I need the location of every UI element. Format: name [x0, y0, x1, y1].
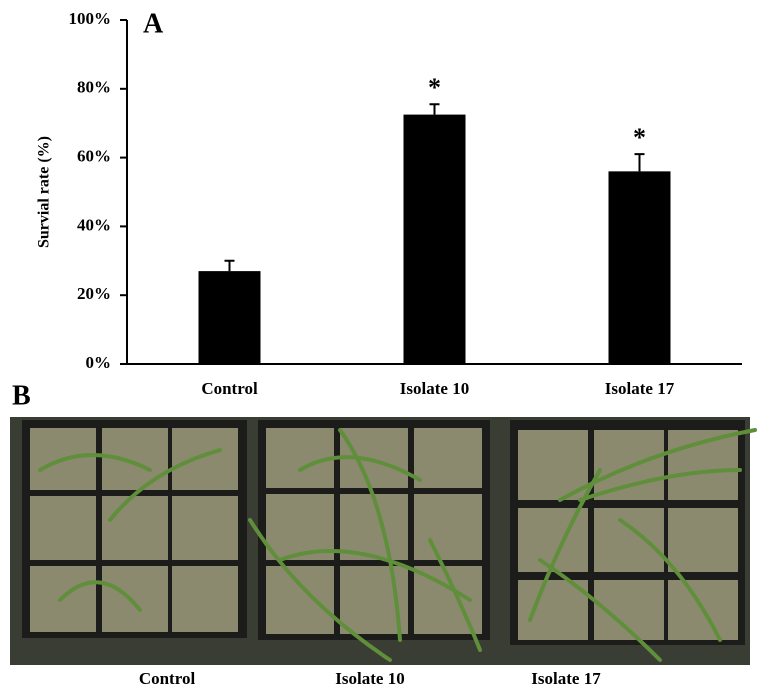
bar [199, 271, 261, 364]
y-tick-label: 20% [77, 284, 111, 303]
x-tick-label: Isolate 10 [400, 379, 469, 398]
y-tick-label: 40% [77, 215, 111, 234]
y-tick-label: 60% [77, 147, 111, 166]
bar [609, 171, 671, 364]
y-axis-title: Survial rate (%) [36, 136, 53, 248]
panel-label: B [12, 380, 31, 411]
y-tick-label: 0% [86, 353, 112, 372]
error-bar [635, 154, 645, 171]
error-bar [225, 261, 235, 271]
photo [10, 417, 755, 665]
y-tick-label: 80% [77, 78, 111, 97]
panel-label: A [143, 8, 164, 39]
bar [404, 115, 466, 364]
y-tick-label: 100% [69, 9, 112, 28]
error-bar [430, 104, 440, 114]
figure: A Survial rate (%) B 0% 20% 40% 60% 80% 100% C… [0, 0, 759, 689]
x-tick-label: Control [201, 379, 258, 398]
significance-mark: * [428, 73, 441, 102]
photo-caption: Control [139, 669, 196, 688]
photo-caption: Isolate 17 [531, 669, 601, 688]
photo-caption: Isolate 10 [335, 669, 404, 688]
x-tick-label: Isolate 17 [605, 379, 675, 398]
significance-mark: * [633, 123, 646, 152]
